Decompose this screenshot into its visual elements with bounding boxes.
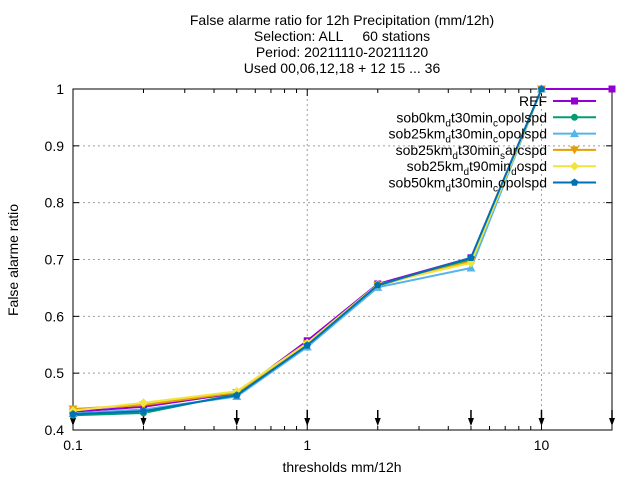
chart-title: False alarme ratio for 12h Precipitation… bbox=[190, 12, 494, 76]
y-tick-label: 0.5 bbox=[45, 365, 65, 381]
legend-marker bbox=[571, 97, 578, 105]
x-tick-label: 10 bbox=[534, 437, 550, 453]
legend-label: sob25kmdt90mindospd bbox=[407, 158, 547, 178]
legend-label: sob0kmdt30mincopolspd bbox=[396, 109, 547, 129]
legend-label: REF bbox=[519, 93, 547, 109]
data-point bbox=[374, 281, 382, 289]
data-point bbox=[139, 398, 149, 408]
title-line-3: Period: 20211110-20211120 bbox=[256, 44, 429, 60]
legend-item: sob25kmdt90mindospd bbox=[407, 158, 596, 178]
legend-item: REF bbox=[519, 93, 596, 109]
data-point bbox=[69, 410, 77, 418]
bottom-marker bbox=[233, 410, 240, 426]
data-point bbox=[466, 263, 476, 272]
y-tick-label: 0.4 bbox=[45, 422, 65, 438]
series-group bbox=[68, 84, 616, 419]
title-line-2: Selection: ALL 60 stations bbox=[254, 28, 430, 44]
plot-frame bbox=[72, 88, 613, 431]
bottom-markers bbox=[70, 410, 615, 426]
legend-label: sob25kmdt30minsarcspd bbox=[396, 142, 547, 162]
data-point bbox=[232, 391, 241, 399]
bottom-marker bbox=[609, 410, 615, 426]
y-axis-label: False alarme ratio bbox=[5, 204, 21, 316]
legend-marker bbox=[570, 146, 579, 155]
bottom-marker bbox=[467, 410, 474, 426]
x-axis-label: thresholds mm/12h bbox=[282, 459, 401, 475]
legend-item: sob0kmdt30mincopolspd bbox=[396, 109, 596, 129]
legend-marker bbox=[571, 113, 578, 121]
title-line-1: False alarme ratio for 12h Precipitation… bbox=[190, 12, 494, 28]
y-tick-label: 0.6 bbox=[45, 308, 65, 324]
data-point bbox=[608, 85, 616, 93]
axes: 0.4 0.5 0.6 0.7 0.8 0.9 1 0.1 1 10 bbox=[45, 81, 613, 453]
data-point bbox=[303, 341, 311, 349]
y-tick-label: 0.8 bbox=[45, 195, 65, 211]
x-tick-label: 1 bbox=[303, 437, 311, 453]
data-point bbox=[537, 85, 546, 93]
legend-label: sob50kmdt30mincopolspd bbox=[389, 175, 547, 195]
legend-item: sob25kmdt30minsarcspd bbox=[396, 142, 596, 162]
legend: REFsob0kmdt30mincopolspdsob25kmdt30minco… bbox=[389, 93, 596, 195]
legend-item: sob50kmdt30mincopolspd bbox=[389, 175, 596, 195]
bottom-marker bbox=[304, 410, 311, 426]
legend-label: sob25kmdt30mincopolspd bbox=[389, 126, 547, 146]
y-tick-label: 1 bbox=[56, 81, 64, 97]
legend-marker bbox=[570, 129, 579, 138]
legend-marker bbox=[570, 161, 579, 171]
y-tick-label: 0.7 bbox=[45, 252, 65, 268]
x-tick-label: 0.1 bbox=[63, 437, 83, 453]
data-point bbox=[139, 407, 148, 415]
bottom-marker bbox=[538, 410, 545, 426]
title-line-4: Used 00,06,12,18 + 12 15 ... 36 bbox=[244, 60, 441, 76]
legend-marker bbox=[570, 178, 579, 186]
data-point bbox=[467, 253, 475, 261]
grid bbox=[73, 89, 612, 430]
bottom-marker bbox=[374, 410, 381, 426]
y-tick-label: 0.9 bbox=[45, 138, 65, 154]
series-5 bbox=[69, 85, 546, 418]
legend-item: sob25kmdt30mincopolspd bbox=[389, 126, 596, 146]
